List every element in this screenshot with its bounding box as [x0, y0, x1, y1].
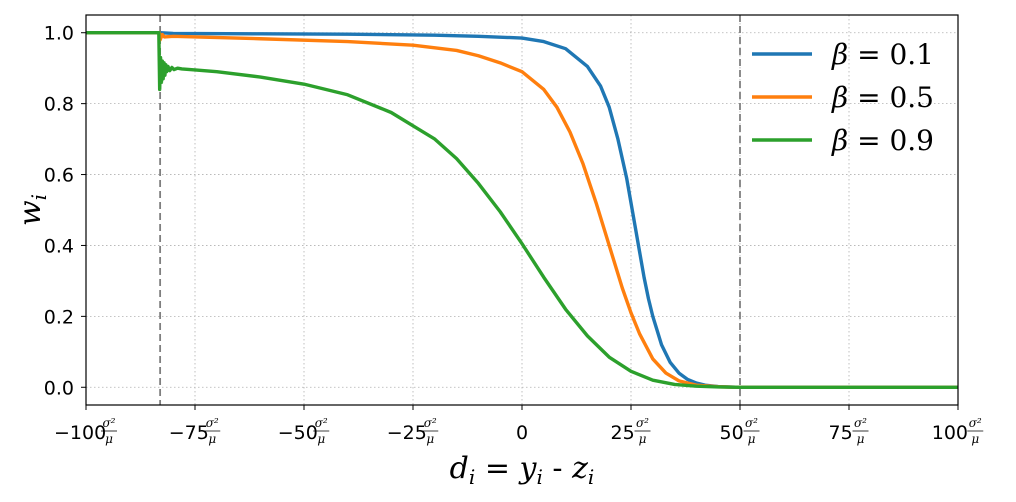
x-tick-label-4: 0 [516, 422, 528, 444]
x-tick-label-8: 100 [932, 422, 968, 444]
legend-label-0.1: β = 0.1 [831, 38, 934, 71]
y-tick-label-4: 0.8 [44, 94, 74, 116]
x-tick-label-7: 75 [829, 422, 853, 444]
x-tick-unit-numerator-0: σ² [102, 416, 115, 430]
x-tick-unit-numerator-5: σ² [636, 416, 649, 430]
x-tick-unit-denominator-7: μ [857, 432, 865, 446]
x-tick-unit-numerator-3: σ² [424, 416, 437, 430]
x-tick-unit-denominator-0: μ [105, 432, 113, 446]
x-tick-label-2: −50 [278, 422, 318, 444]
x-label-minus: - [543, 451, 572, 486]
x-tick-label-5: 25 [611, 422, 635, 444]
series-line-beta-0.9 [86, 31, 958, 389]
x-tick-label-3: −25 [387, 422, 427, 444]
y-axis-label: wi [13, 194, 51, 226]
x-tick-unit-denominator-3: μ [426, 432, 434, 446]
x-tick-label-0: −100 [54, 422, 106, 444]
x-tick-unit-denominator-5: μ [639, 432, 647, 446]
y-tick-label-3: 0.6 [44, 165, 74, 187]
legend-label-0.5: β = 0.5 [831, 81, 934, 114]
legend: β = 0.1 β = 0.5 β = 0.9 [752, 38, 934, 157]
y-axis-ticks: 0.0 0.2 0.4 0.6 0.8 1.0 [44, 23, 86, 399]
x-axis-label: di = yi - zi [450, 451, 595, 489]
x-tick-unit-numerator-2: σ² [315, 416, 328, 430]
x-label-eq: = [475, 451, 519, 486]
x-label-y-sub: i [536, 465, 542, 489]
x-tick-unit-denominator-6: μ [748, 432, 756, 446]
y-tick-label-0: 0.0 [44, 377, 74, 399]
x-tick-unit-denominator-2: μ [317, 432, 325, 446]
x-label-y: y [518, 451, 538, 486]
y-axis-label-var: w [13, 200, 48, 226]
reference-lines [159, 15, 741, 405]
y-tick-label-2: 0.4 [44, 235, 74, 257]
x-tick-unit-denominator-8: μ [971, 432, 979, 446]
x-tick-unit-numerator-1: σ² [206, 416, 219, 430]
y-axis-label-sub: i [27, 194, 51, 200]
x-tick-unit-numerator-6: σ² [745, 416, 758, 430]
x-tick-unit-numerator-8: σ² [969, 416, 982, 430]
x-label-d: d [450, 451, 469, 486]
x-tick-label-1: −75 [169, 422, 209, 444]
legend-label-0.9: β = 0.9 [831, 124, 934, 157]
x-label-d-sub: i [469, 465, 475, 489]
y-tick-label-5: 1.0 [44, 23, 74, 45]
x-label-z-sub: i [588, 465, 594, 489]
x-tick-unit-numerator-7: σ² [854, 416, 867, 430]
x-tick-label-6: 50 [720, 422, 744, 444]
y-tick-label-1: 0.2 [44, 306, 74, 328]
series-lines [86, 31, 958, 389]
x-label-z: z [571, 451, 588, 486]
x-tick-unit-denominator-1: μ [208, 432, 216, 446]
